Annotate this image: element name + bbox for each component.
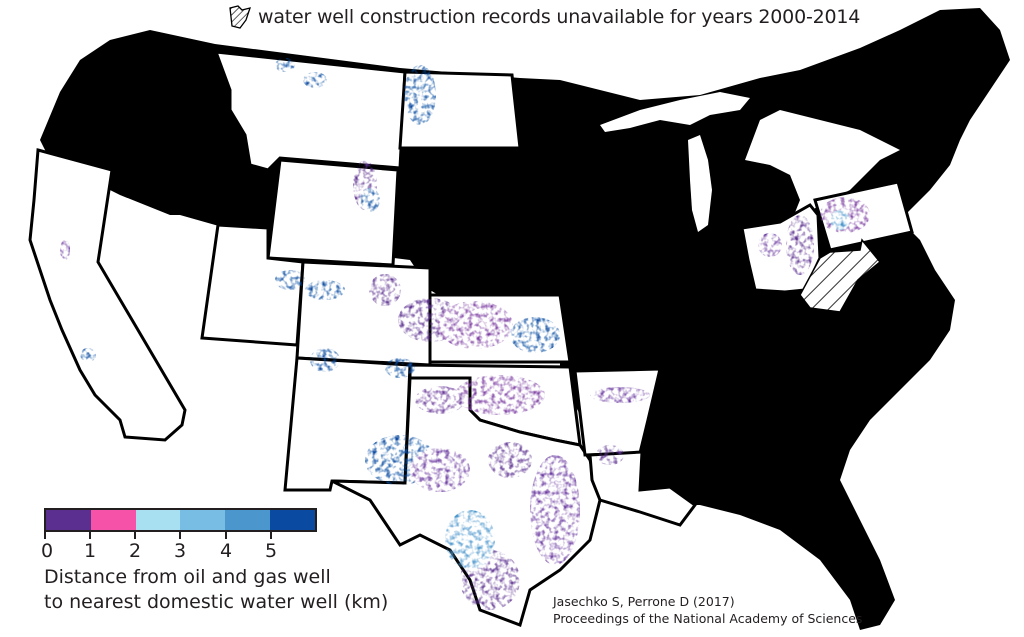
hatched-state-icon <box>229 5 251 29</box>
color-legend: 0 1 2 3 4 5 Distance from oil and gas we… <box>40 508 389 614</box>
hatch-legend: water well construction records unavaila… <box>228 2 860 32</box>
swatch-1-2 <box>90 510 136 530</box>
tick-label: 0 <box>40 540 54 562</box>
swatch-2-3 <box>135 510 181 530</box>
citation-journal: Proceedings of the National Academy of S… <box>553 611 863 626</box>
tick-label: 4 <box>219 540 233 562</box>
swatch-0-1 <box>46 510 91 530</box>
state-wyoming <box>266 158 400 267</box>
data-patches <box>60 58 870 610</box>
swatch-5-plus <box>270 510 315 530</box>
swatch-4-5 <box>225 510 271 530</box>
lake-michigan <box>688 135 712 232</box>
scale-ticks <box>44 532 317 540</box>
hatch-legend-label: water well construction records unavaila… <box>258 6 861 28</box>
tick-label: 1 <box>83 540 97 562</box>
lake-huron-erie <box>745 110 900 225</box>
swatch-3-4 <box>180 510 226 530</box>
legend-title-line2: to nearest domestic water well (km) <box>44 591 389 613</box>
tick-label: 2 <box>128 540 142 562</box>
state-california <box>28 148 187 442</box>
legend-title-line1: Distance from oil and gas well <box>44 566 331 588</box>
tick-label: 3 <box>173 540 187 562</box>
color-scale-bar <box>44 508 317 532</box>
tick-label: 5 <box>264 540 278 562</box>
state-texas <box>331 376 602 627</box>
citation-authors: Jasechko S, Perrone D (2017) <box>553 594 735 609</box>
state-west-virginia-hatched <box>799 238 882 313</box>
lake-superior <box>600 92 750 132</box>
scale-labels: 0 1 2 3 4 5 <box>40 540 317 564</box>
state-louisiana <box>588 450 698 527</box>
citation: Jasechko S, Perrone D (2017) Proceedings… <box>553 593 862 627</box>
